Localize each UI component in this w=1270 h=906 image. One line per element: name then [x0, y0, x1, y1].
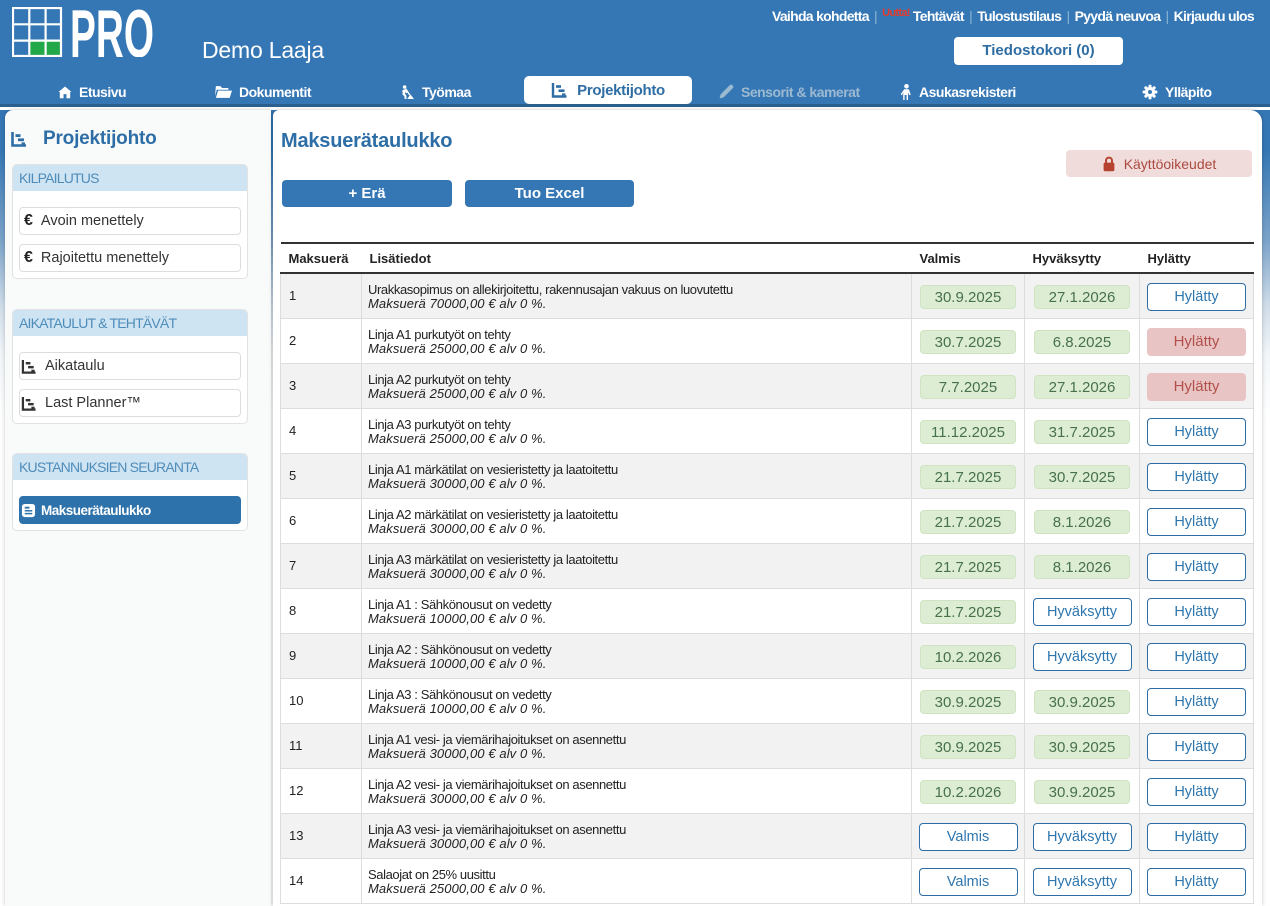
svg-text:PRO: PRO — [70, 7, 154, 57]
